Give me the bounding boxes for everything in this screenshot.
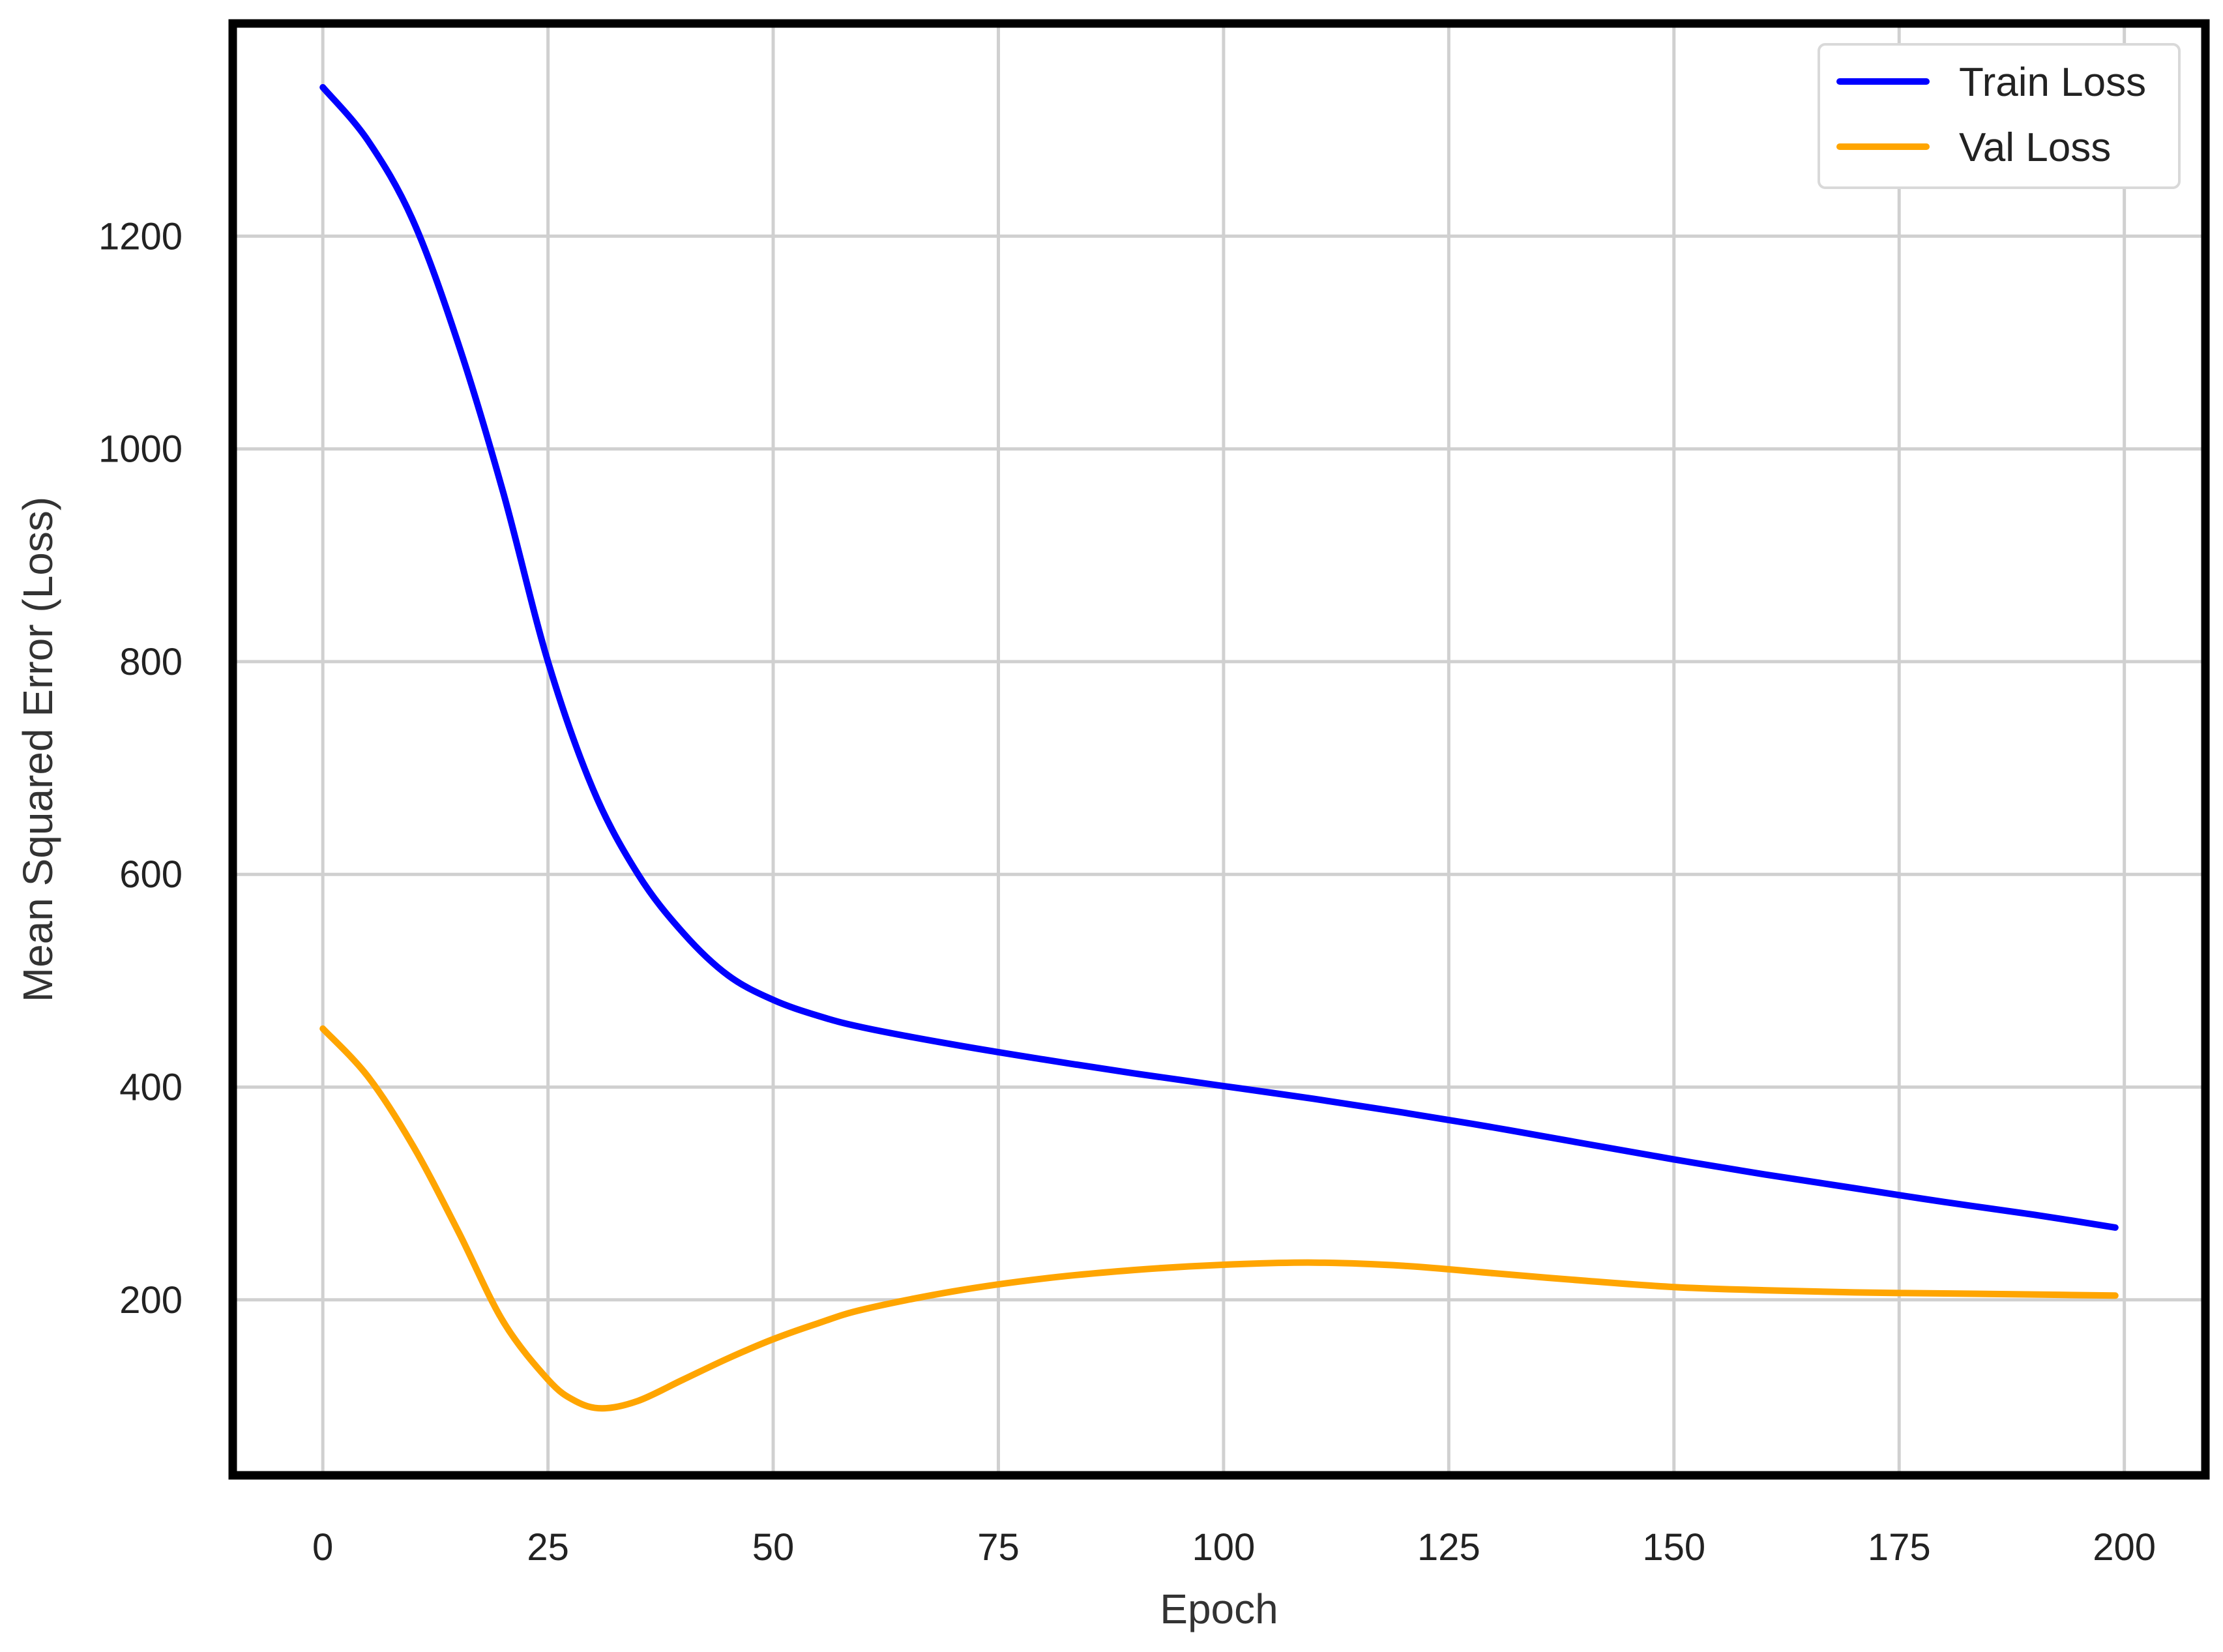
y-tick-labels: 200 400 600 800 1000 1200 xyxy=(98,215,183,1321)
y-tick-label: 1000 xyxy=(98,428,183,471)
x-tick-label: 100 xyxy=(1192,1526,1256,1569)
legend-label-val-loss: Val Loss xyxy=(1959,125,2111,170)
x-tick-label: 150 xyxy=(1642,1526,1705,1569)
y-axis-label: Mean Squared Error (Loss) xyxy=(14,497,61,1002)
y-tick-label: 400 xyxy=(119,1067,183,1109)
legend-label-train-loss: Train Loss xyxy=(1959,60,2146,105)
x-tick-label: 125 xyxy=(1417,1526,1480,1569)
x-axis-label: Epoch xyxy=(1160,1586,1278,1632)
legend: Train Loss Val Loss xyxy=(1818,43,2181,189)
y-tick-label: 1200 xyxy=(98,215,183,258)
y-tick-label: 200 xyxy=(119,1279,183,1321)
x-tick-label: 0 xyxy=(312,1526,333,1569)
series-line-val-loss xyxy=(319,1025,2119,1412)
y-tick-label: 600 xyxy=(119,853,183,896)
x-tick-label: 50 xyxy=(752,1526,795,1569)
x-tick-label: 175 xyxy=(1868,1526,1931,1569)
plot-frame xyxy=(228,19,2210,1480)
series-line-train-loss xyxy=(319,83,2119,1231)
grid-lines xyxy=(233,23,2205,1475)
x-tick-labels: 0 25 50 75 100 125 150 175 200 xyxy=(312,1526,2156,1569)
x-tick-label: 200 xyxy=(2093,1526,2156,1569)
x-tick-label: 25 xyxy=(527,1526,569,1569)
y-tick-label: 800 xyxy=(119,641,183,683)
x-tick-label: 75 xyxy=(977,1526,1020,1569)
series-lines xyxy=(319,83,2119,1412)
